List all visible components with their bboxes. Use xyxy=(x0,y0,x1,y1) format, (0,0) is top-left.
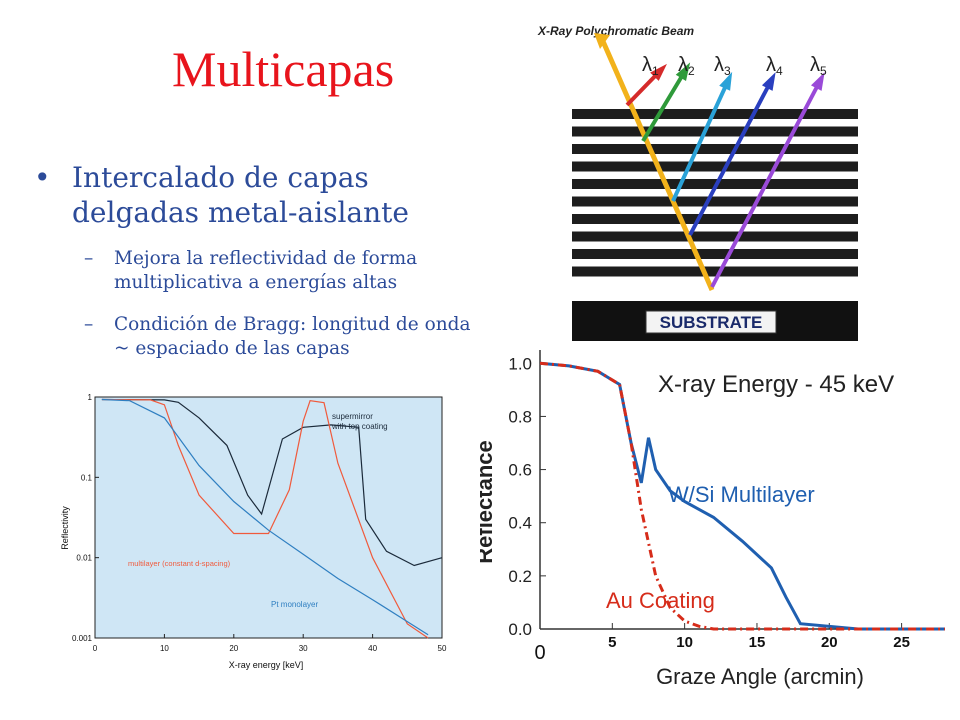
ray-arrow-icon xyxy=(675,62,691,81)
x-tick-label: 50 xyxy=(438,644,447,653)
slide-title: Multicapas xyxy=(172,41,395,97)
multilayer-diagram: SUBSTRATE X-Ray Polychromatic Beam λ1 λ2 λ… xyxy=(530,5,870,343)
dash-icon: – xyxy=(84,248,94,269)
x-tick-label: 15 xyxy=(749,634,766,651)
reflectivity-energy-chart: 0 10 20 30 40 50 0.001 0.01 0.1 1 supermirror wit… xyxy=(60,393,447,670)
series-group xyxy=(539,361,945,631)
x-tick-label: 10 xyxy=(160,644,169,653)
layer-band xyxy=(572,161,858,172)
beam-label: X-Ray Polychromatic Beam xyxy=(537,24,694,38)
ray-arrow-icon xyxy=(650,63,667,81)
axes: 0 10 20 30 40 50 0.001 0.01 0.1 1 xyxy=(72,393,447,653)
x-tick-label: 10 xyxy=(676,634,693,651)
y-tick-label: 0.0 xyxy=(508,620,532,639)
wavelength-ray xyxy=(641,69,687,143)
y-tick-label: 0.6 xyxy=(508,461,532,480)
layer-band xyxy=(572,196,858,207)
y-tick-label: 1 xyxy=(88,393,93,402)
x-tick-label: 0 xyxy=(93,644,98,653)
chart-title: X-ray Energy - 45 keV xyxy=(658,371,894,398)
layer-band xyxy=(572,231,858,242)
y-tick-label: 1.0 xyxy=(508,354,532,373)
y-tick-label: 0.4 xyxy=(508,514,532,533)
main-bullet-text: Intercalado de capas delgadas metal-aisl… xyxy=(72,161,409,229)
y-tick-label: 0.01 xyxy=(76,554,92,563)
annotation-supermirror-2: with top coating xyxy=(331,422,388,431)
plot-area xyxy=(95,397,442,638)
annotation-supermirror-1: supermirror xyxy=(332,412,373,421)
series-line xyxy=(101,398,443,567)
layer-band xyxy=(572,214,858,224)
layer-band xyxy=(572,266,858,277)
series-line xyxy=(101,398,429,639)
subbullet-1: – Mejora la reflectividad de forma multi… xyxy=(84,247,484,295)
diffracted-rays xyxy=(594,33,825,292)
y-tick-label: 0.001 xyxy=(72,634,93,643)
subbullet-1-text: Mejora la reflectividad de forma multipl… xyxy=(114,248,418,293)
ray-arrow-icon xyxy=(810,72,825,91)
bullet-dot-icon: • xyxy=(34,161,51,194)
incident-beam xyxy=(599,37,715,292)
layer-band xyxy=(572,126,858,137)
wavelength-ray xyxy=(671,80,730,202)
main-bullet: • Intercalado de capas delgadas metal-ai… xyxy=(34,160,458,230)
substrate-label-box xyxy=(645,310,777,334)
y-tick-label: 0.1 xyxy=(81,473,93,482)
y-tick-label: 0.2 xyxy=(508,567,532,586)
x-tick-label: 25 xyxy=(893,634,910,651)
x-tick-label: 5 xyxy=(608,634,616,651)
series-line xyxy=(101,398,429,636)
subbullet-2: – Condición de Bragg: longitud de onda ~… xyxy=(84,313,484,361)
ray-arrow-icon xyxy=(719,71,733,91)
plot-frame xyxy=(94,396,443,639)
x-tick-label: 40 xyxy=(368,644,377,653)
beam-arrow-icon xyxy=(594,33,610,49)
dash-icon: – xyxy=(84,314,94,335)
x-tick-label: 30 xyxy=(299,644,308,653)
y-axis-label: Reflectance xyxy=(480,440,497,564)
layer-band xyxy=(572,249,858,259)
x-axis-label: Graze Angle (arcmin) xyxy=(656,664,864,689)
series-group xyxy=(101,398,443,639)
subbullet-2-text: Condición de Bragg: longitud de onda ~ e… xyxy=(114,314,471,359)
x-tick-label: 20 xyxy=(821,634,838,651)
y-axis-label: Reflectivity xyxy=(60,506,70,550)
x-tick-label: 0 xyxy=(534,642,545,664)
reflectance-angle-chart: 0.0 0.2 0.4 0.6 0.8 1.0 0 5 10 15 20 25 X-ray Energ… xyxy=(480,342,960,692)
annotation-wsi: W/Si Multilayer xyxy=(668,482,815,507)
layer-band xyxy=(572,144,858,154)
x-axis-label: X-ray energy [keV] xyxy=(229,660,304,670)
y-tick-label: 0.8 xyxy=(508,407,532,426)
annotation-multilayer: multilayer (constant d-spacing) xyxy=(128,559,231,568)
ray-arrow-icon xyxy=(761,72,776,91)
wavelength-ray xyxy=(710,80,822,288)
annotation-au: Au Coating xyxy=(606,588,715,613)
x-tick-label: 20 xyxy=(229,644,238,653)
substrate-label: SUBSTRATE xyxy=(660,313,763,332)
wavelength-ray xyxy=(688,80,773,236)
annotation-pt-monolayer: Pt monolayer xyxy=(271,600,318,609)
